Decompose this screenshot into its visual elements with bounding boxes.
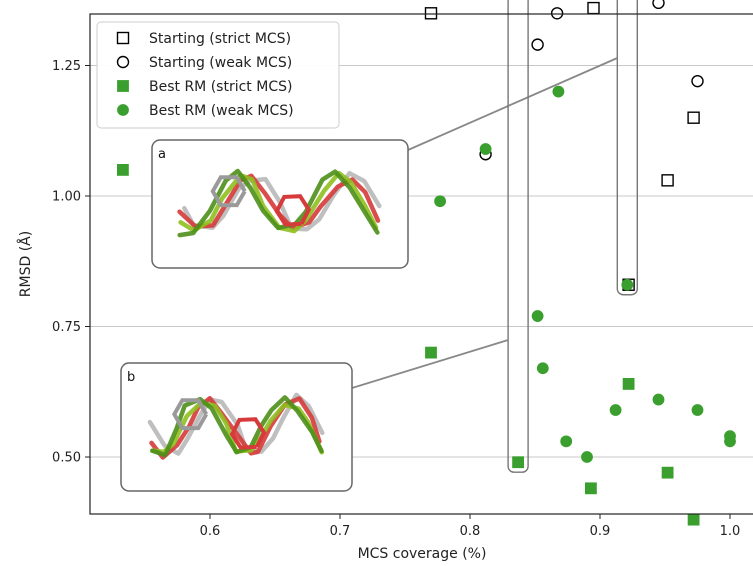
point xyxy=(661,466,674,479)
legend-label: Best RM (weak MCS) xyxy=(149,103,294,119)
point xyxy=(661,174,674,187)
inset-panel-b: b xyxy=(120,362,353,492)
legend-label: Starting (weak MCS) xyxy=(149,55,292,71)
x-tick-label: 0.9 xyxy=(590,524,611,539)
axes: 0.60.70.80.91.00.500.751.001.251.501.752… xyxy=(17,59,741,562)
legend-label: Best RM (strict MCS) xyxy=(149,79,292,95)
series-3 xyxy=(434,85,736,463)
data-points xyxy=(117,0,736,526)
point xyxy=(424,7,438,20)
point xyxy=(652,393,665,406)
molecule-ring xyxy=(171,398,209,431)
point xyxy=(531,310,544,322)
point xyxy=(425,346,437,359)
point xyxy=(479,143,492,155)
legend-marker xyxy=(116,31,130,45)
y-tick-label: 0.50 xyxy=(52,451,81,466)
molecule-trace xyxy=(177,168,380,238)
inset-panel-a: a xyxy=(151,139,409,269)
point xyxy=(536,362,549,375)
point xyxy=(434,195,447,208)
point xyxy=(587,1,600,15)
series-1 xyxy=(479,0,704,161)
x-tick-label: 0.8 xyxy=(460,524,481,539)
inset-letter: a xyxy=(158,147,166,162)
molecule-trace xyxy=(149,395,322,460)
legend-marker xyxy=(117,104,129,116)
x-tick-label: 1.0 xyxy=(720,524,741,539)
point xyxy=(560,435,573,448)
legend-marker xyxy=(117,80,129,92)
point xyxy=(117,163,129,176)
molecule-ring xyxy=(210,175,247,208)
point xyxy=(652,0,665,10)
point xyxy=(724,430,736,443)
point xyxy=(691,74,704,88)
inset-letter: b xyxy=(127,370,135,385)
plot-frame xyxy=(89,13,753,515)
y-tick-label: 1.25 xyxy=(52,59,81,74)
y-tick-label: 1.00 xyxy=(52,190,81,205)
point xyxy=(552,85,565,98)
legend-label: Starting (strict MCS) xyxy=(149,31,291,47)
molecule-ring xyxy=(229,417,267,450)
point xyxy=(687,111,700,124)
point xyxy=(585,482,597,495)
legend-frame xyxy=(96,21,340,129)
point xyxy=(512,456,524,469)
point xyxy=(687,513,700,526)
series-2 xyxy=(117,163,700,526)
legend-marker xyxy=(116,55,130,69)
callout-leader-b xyxy=(351,339,509,389)
point xyxy=(550,7,564,20)
x-axis-label: MCS coverage (%) xyxy=(358,546,487,562)
point xyxy=(622,378,635,390)
molecule-ring xyxy=(274,194,312,227)
callout-box-b xyxy=(507,0,529,473)
x-tick-label: 0.7 xyxy=(330,524,351,539)
point xyxy=(691,404,704,416)
callout-leader-a xyxy=(407,57,618,151)
x-tick-label: 0.6 xyxy=(200,524,221,539)
point xyxy=(581,451,593,463)
y-tick-label: 0.75 xyxy=(52,320,81,335)
point xyxy=(531,38,544,51)
point xyxy=(621,278,634,291)
callout-boxes xyxy=(351,0,638,473)
legend: Starting (strict MCS) Starting (weak MCS)… xyxy=(96,21,340,129)
callout-box-a xyxy=(616,0,638,296)
point xyxy=(609,404,622,416)
y-axis-label: RMSD (Å) xyxy=(17,231,34,297)
